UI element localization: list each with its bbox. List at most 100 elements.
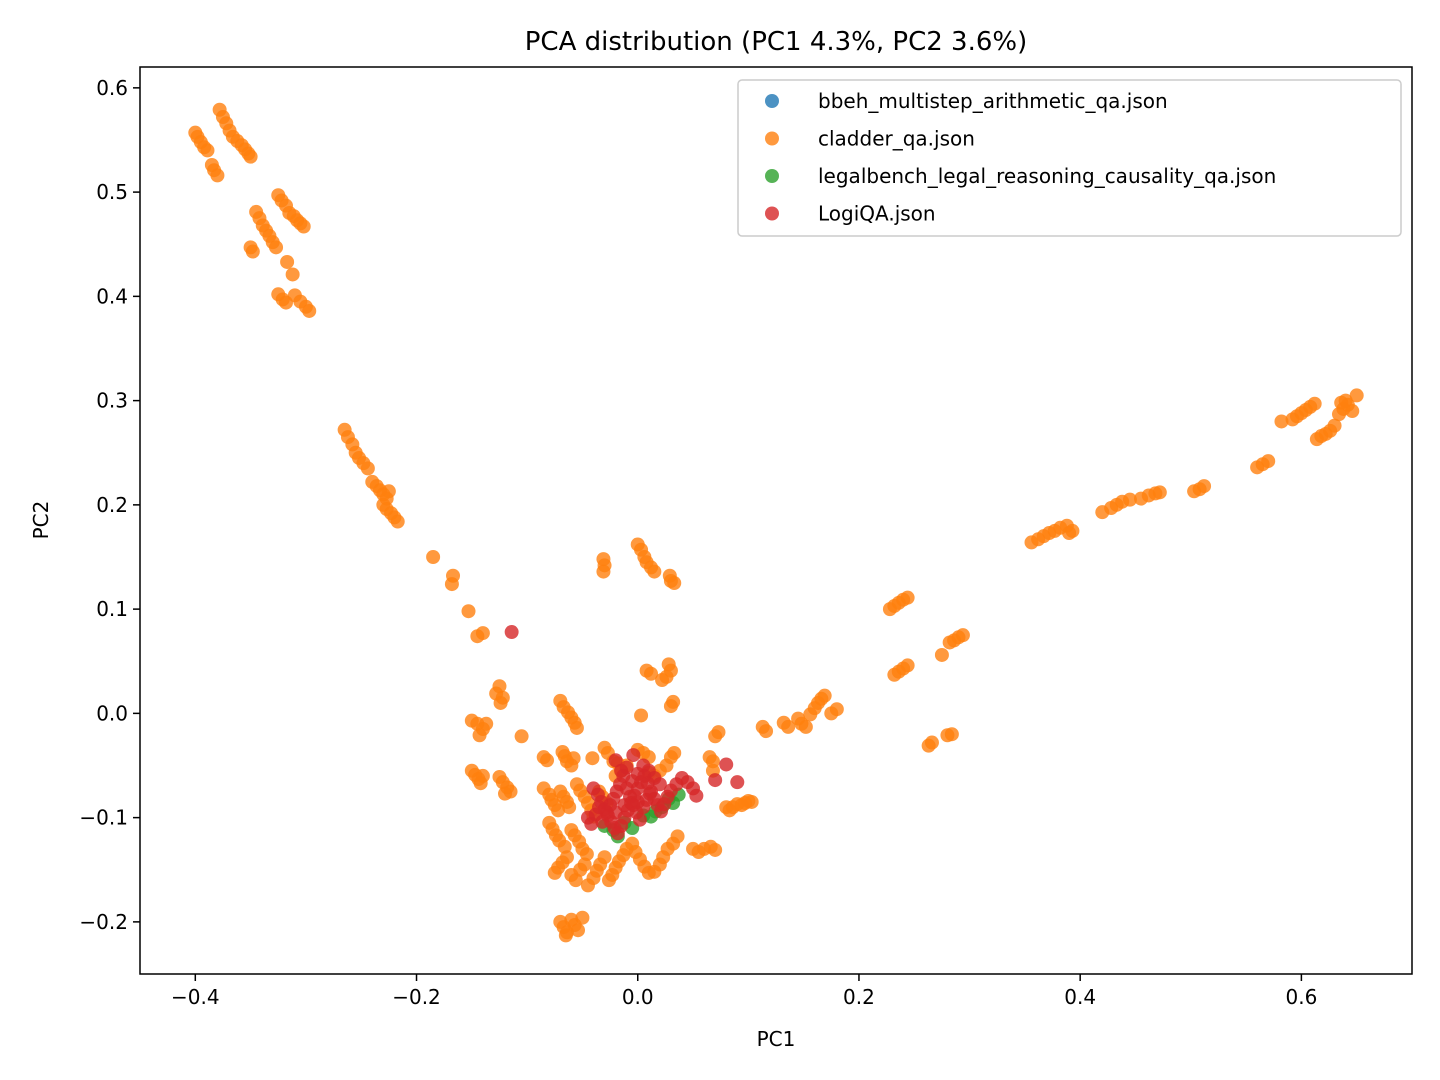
data-point	[592, 800, 607, 815]
plot-frame	[139, 66, 1413, 975]
data-point	[269, 240, 284, 255]
data-point	[934, 647, 949, 662]
data-point	[781, 719, 796, 734]
data-point	[900, 590, 915, 605]
data-point	[540, 753, 555, 768]
data-point	[719, 757, 734, 772]
data-point	[595, 814, 610, 829]
data-point	[667, 576, 682, 591]
y-tick-label: 0.0	[96, 701, 128, 725]
y-tick-label: 0.6	[96, 76, 128, 100]
y-tick-label: 0.1	[96, 597, 128, 621]
data-point	[302, 303, 317, 318]
data-point	[1345, 404, 1360, 419]
data-point	[689, 788, 704, 803]
data-point	[708, 842, 723, 857]
data-point	[626, 748, 641, 763]
data-point	[381, 484, 396, 499]
data-point	[670, 829, 685, 844]
data-point	[243, 149, 258, 164]
data-point	[798, 719, 813, 734]
data-point	[559, 850, 574, 865]
y-tick-label: 0.3	[96, 389, 128, 413]
data-point	[558, 928, 573, 943]
data-point	[596, 564, 611, 579]
data-point	[475, 768, 490, 783]
x-tick-label: 0.0	[622, 985, 654, 1009]
data-point	[632, 812, 647, 827]
y-tick-label: 0.4	[96, 284, 128, 308]
ticks-layer: −0.4 −0.2 0.0 0.2 0.4 0.6 −0.2 −0.1 0.0 0.1 0.2 0.3…	[79, 76, 1317, 1009]
data-point	[597, 850, 612, 865]
data-point	[571, 923, 586, 938]
x-axis-label: PC1	[757, 1027, 796, 1051]
data-point	[562, 800, 577, 815]
data-point	[1065, 523, 1080, 538]
data-point	[708, 773, 723, 788]
y-tick-label: 0.5	[96, 180, 128, 204]
data-point	[667, 745, 682, 760]
data-point	[360, 461, 375, 476]
data-point	[498, 786, 513, 801]
legend-label: bbeh_multistep_arithmetic_qa.json	[818, 89, 1168, 113]
data-point	[245, 244, 260, 259]
data-point	[1307, 396, 1322, 411]
data-point	[1152, 485, 1167, 500]
x-tick-label: 0.2	[843, 985, 875, 1009]
data-point	[1197, 479, 1212, 494]
legend-marker	[765, 94, 779, 108]
data-point	[647, 564, 662, 579]
data-point	[608, 753, 623, 768]
data-point	[579, 847, 594, 862]
data-point	[472, 728, 487, 743]
legend-label: LogiQA.json	[818, 202, 936, 226]
legend-marker	[765, 169, 779, 183]
data-point	[744, 794, 759, 809]
data-point	[566, 751, 581, 766]
data-point	[1327, 418, 1342, 433]
data-point	[514, 729, 529, 744]
points-layer	[188, 102, 1364, 943]
x-tick-label: 0.6	[1285, 985, 1317, 1009]
x-tick-label: 0.4	[1064, 985, 1096, 1009]
data-point	[1261, 454, 1276, 469]
legend-marker	[765, 206, 779, 221]
data-point	[1349, 388, 1364, 403]
data-point	[577, 857, 592, 872]
data-point	[900, 658, 915, 673]
data-point	[470, 629, 485, 644]
data-point	[616, 768, 631, 783]
data-point	[296, 219, 311, 234]
data-point	[285, 267, 300, 282]
x-tick-label: −0.4	[171, 985, 220, 1009]
data-point	[426, 549, 441, 564]
data-point	[557, 839, 572, 854]
data-point	[390, 514, 405, 529]
data-point	[200, 143, 215, 158]
data-point	[759, 724, 774, 739]
data-point	[569, 720, 584, 735]
data-point	[642, 786, 657, 801]
data-point	[655, 673, 670, 688]
data-point	[585, 751, 600, 766]
data-point	[955, 628, 970, 643]
data-point	[663, 699, 678, 714]
data-point	[829, 702, 844, 717]
data-point	[634, 708, 649, 723]
data-point	[210, 168, 225, 183]
data-point	[617, 798, 632, 813]
data-point	[504, 625, 519, 640]
data-point	[461, 604, 476, 619]
data-point	[652, 777, 667, 792]
data-point	[924, 735, 939, 750]
chart-title: PCA distribution (PC1 4.3%, PC2 3.6%)	[525, 27, 1028, 57]
x-tick-label: −0.2	[392, 985, 441, 1009]
data-point	[280, 254, 295, 269]
legend: bbeh_multistep_arithmetic_qa.jsoncladder…	[737, 79, 1402, 237]
data-point	[644, 666, 659, 681]
data-point	[551, 803, 566, 818]
data-point	[479, 716, 494, 731]
data-point	[1334, 395, 1349, 410]
data-point	[575, 910, 590, 925]
